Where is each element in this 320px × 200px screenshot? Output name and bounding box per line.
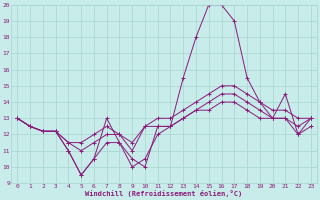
- X-axis label: Windchill (Refroidissement éolien,°C): Windchill (Refroidissement éolien,°C): [85, 190, 243, 197]
